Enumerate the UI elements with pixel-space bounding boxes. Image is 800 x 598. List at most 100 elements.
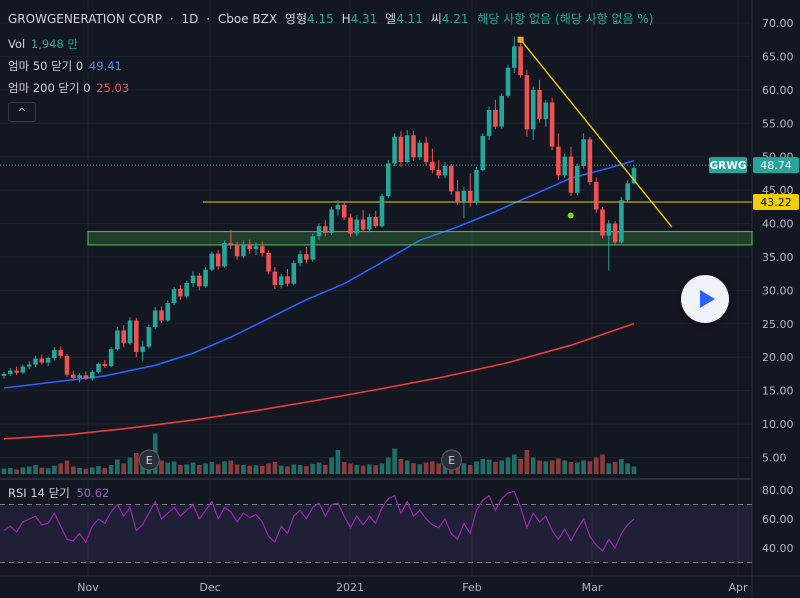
rsi-value: 50.62 (76, 486, 110, 500)
candle (203, 266, 208, 288)
candle-body (442, 166, 448, 176)
play-icon (699, 290, 715, 308)
candle (606, 220, 612, 271)
candle-body (606, 223, 612, 236)
candle (190, 271, 196, 288)
separator: · (206, 12, 211, 26)
marker-dot (567, 212, 574, 219)
ma200-legend[interactable]: 엄마 200 닫기 0 25.03 (8, 80, 129, 96)
candle-body (115, 330, 120, 350)
volume-bar (341, 462, 347, 474)
volume-bar (297, 465, 303, 474)
main-pane (0, 0, 800, 478)
price-tick-label: 15.00 (762, 385, 794, 398)
ma50-legend[interactable]: 엄마 50 닫기 0 49.41 (8, 58, 122, 74)
volume-legend[interactable]: Vol 1,948 만 (8, 36, 78, 52)
volume-bar (329, 457, 334, 474)
collapse-legend-button[interactable]: ^ (8, 102, 36, 122)
candle (20, 364, 26, 374)
candle-body (140, 346, 145, 352)
change-text: 해당 사항 없음 (해당 사항 없음 %) (477, 12, 654, 26)
volume-bar (26, 466, 32, 474)
last-price-tag-label: 48.74 (760, 159, 792, 172)
candle (228, 230, 234, 249)
candle (209, 251, 215, 271)
volume-bar (102, 468, 108, 474)
volume-bar (436, 463, 441, 474)
candle-body (285, 276, 290, 284)
candle (291, 260, 297, 286)
support-zone (87, 230, 753, 246)
volume-bar (392, 448, 397, 474)
high-label: H (341, 12, 351, 26)
candle (537, 79, 542, 123)
candle-body (480, 135, 486, 171)
volume-bar (417, 464, 423, 474)
level-price-tag (753, 194, 799, 211)
candle-body (234, 244, 240, 257)
candle (486, 106, 492, 140)
candle-body (297, 254, 303, 263)
symbol-name[interactable]: GROWGENERATION CORP (8, 12, 163, 26)
candle-body (52, 349, 57, 358)
volume-bar (272, 462, 278, 474)
candle (253, 242, 259, 255)
candle-body (165, 303, 171, 321)
volume-bar (423, 462, 429, 474)
volume-bar (45, 468, 51, 474)
volume-bar (304, 466, 309, 474)
volume-bar (612, 462, 618, 474)
candle (392, 133, 397, 167)
candle-body (524, 75, 530, 130)
symbol-legend: GROWGENERATION CORP · 1D · Cboe BZX 영형4.… (8, 10, 653, 27)
candle-body (612, 223, 618, 243)
candle-body (39, 358, 45, 363)
volume-bar (360, 465, 366, 474)
volume-bar (127, 457, 133, 474)
candle (323, 220, 328, 237)
rsi-legend[interactable]: RSI 14 닫기 50.62 (8, 485, 109, 501)
volume-bar (33, 465, 38, 474)
candle (430, 148, 435, 174)
volume-bar (234, 464, 240, 474)
candle (360, 210, 366, 232)
ma50-line (3, 159, 635, 389)
rsi-tick-label: 40.00 (762, 542, 794, 555)
volume-bar (379, 463, 385, 474)
ticker-tag (709, 157, 747, 174)
candle (178, 285, 183, 300)
candle-body (304, 254, 309, 260)
price-tick-label: 55.00 (762, 117, 794, 130)
price-tick-label: 35.00 (762, 251, 794, 264)
candle-body (266, 252, 271, 272)
candle (165, 300, 171, 322)
time-tick-label: Mar (582, 581, 603, 594)
candle-body (253, 246, 259, 249)
candle-body (360, 219, 366, 230)
interval[interactable]: 1D (181, 12, 199, 26)
candle (505, 64, 511, 98)
price-tick-label: 10.00 (762, 418, 794, 431)
candle-body (543, 102, 549, 120)
candle-body (272, 271, 278, 286)
candle (404, 129, 410, 164)
volume-bar (178, 465, 183, 474)
candle (398, 131, 404, 167)
last-price-tag (753, 157, 799, 174)
candle-body (108, 349, 114, 366)
earnings-marker-label: E (146, 454, 153, 467)
candle (436, 160, 441, 179)
ma50-value: 49.41 (88, 59, 122, 73)
volume-bar (285, 466, 290, 474)
candle-body (404, 135, 410, 163)
volume-bar (493, 462, 498, 474)
replay-play-button[interactable] (681, 275, 729, 323)
candle-body (127, 320, 133, 344)
rsi-label: RSI 14 닫기 (8, 486, 70, 500)
candle-body (373, 216, 378, 227)
candle-body (134, 320, 139, 352)
open-label: 영형 (284, 12, 308, 26)
candle-body (486, 109, 492, 136)
volume-bar (404, 460, 410, 474)
